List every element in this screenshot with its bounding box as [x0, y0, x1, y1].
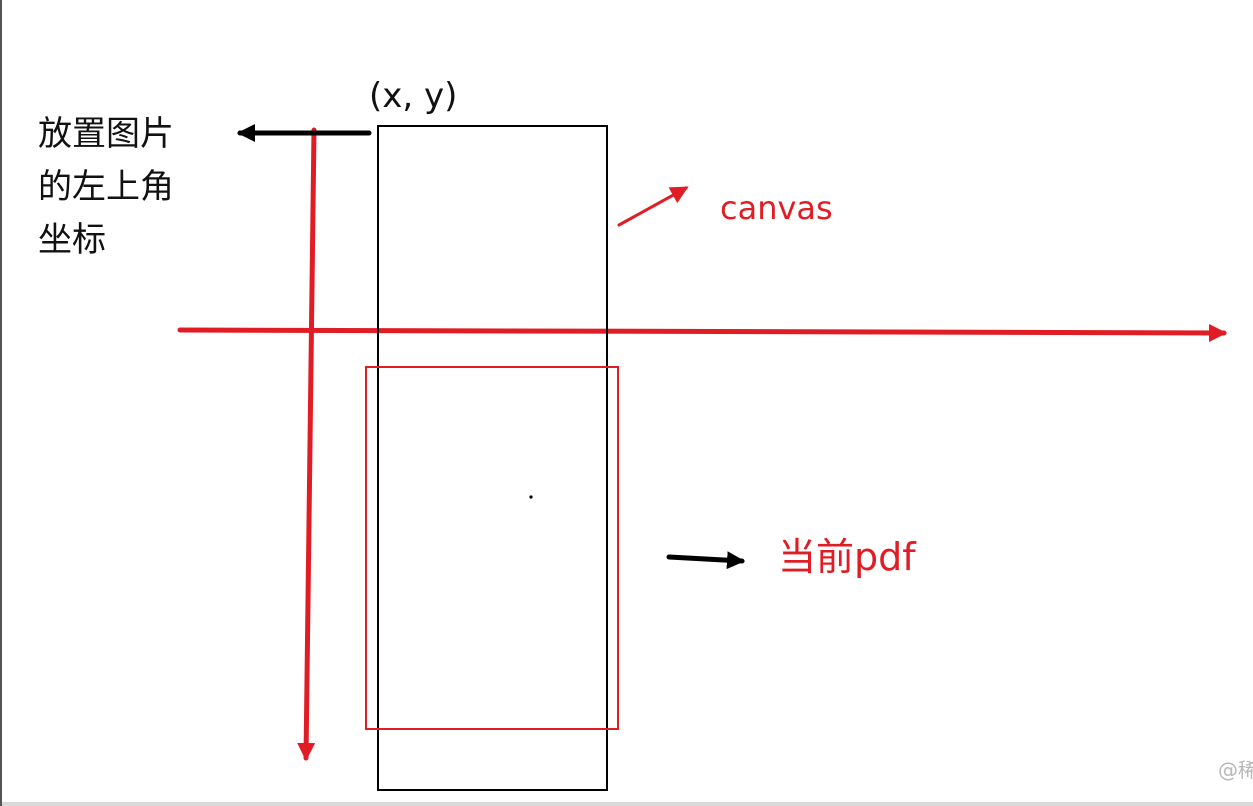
origin-label-line-1: 放置图片 [38, 114, 174, 154]
origin-label-line-3: 坐标 [38, 220, 106, 260]
canvas-pointer-arrow [617, 186, 689, 227]
pdf-pointer-arrow [666, 551, 745, 570]
pdf-label: 当前pdf [778, 535, 917, 579]
y-axis-arrow [297, 127, 317, 761]
watermark: @稀 [1218, 758, 1253, 782]
x-axis-arrow [177, 323, 1227, 342]
pdf-rectangle [365, 366, 619, 730]
point-label: (x, y) [369, 76, 457, 116]
canvas-label: canvas [720, 189, 833, 227]
origin-label-line-2: 的左上角 [38, 167, 174, 207]
center-dot [529, 495, 533, 499]
canvas-rectangle [377, 125, 608, 791]
bottom-border [2, 802, 1253, 806]
